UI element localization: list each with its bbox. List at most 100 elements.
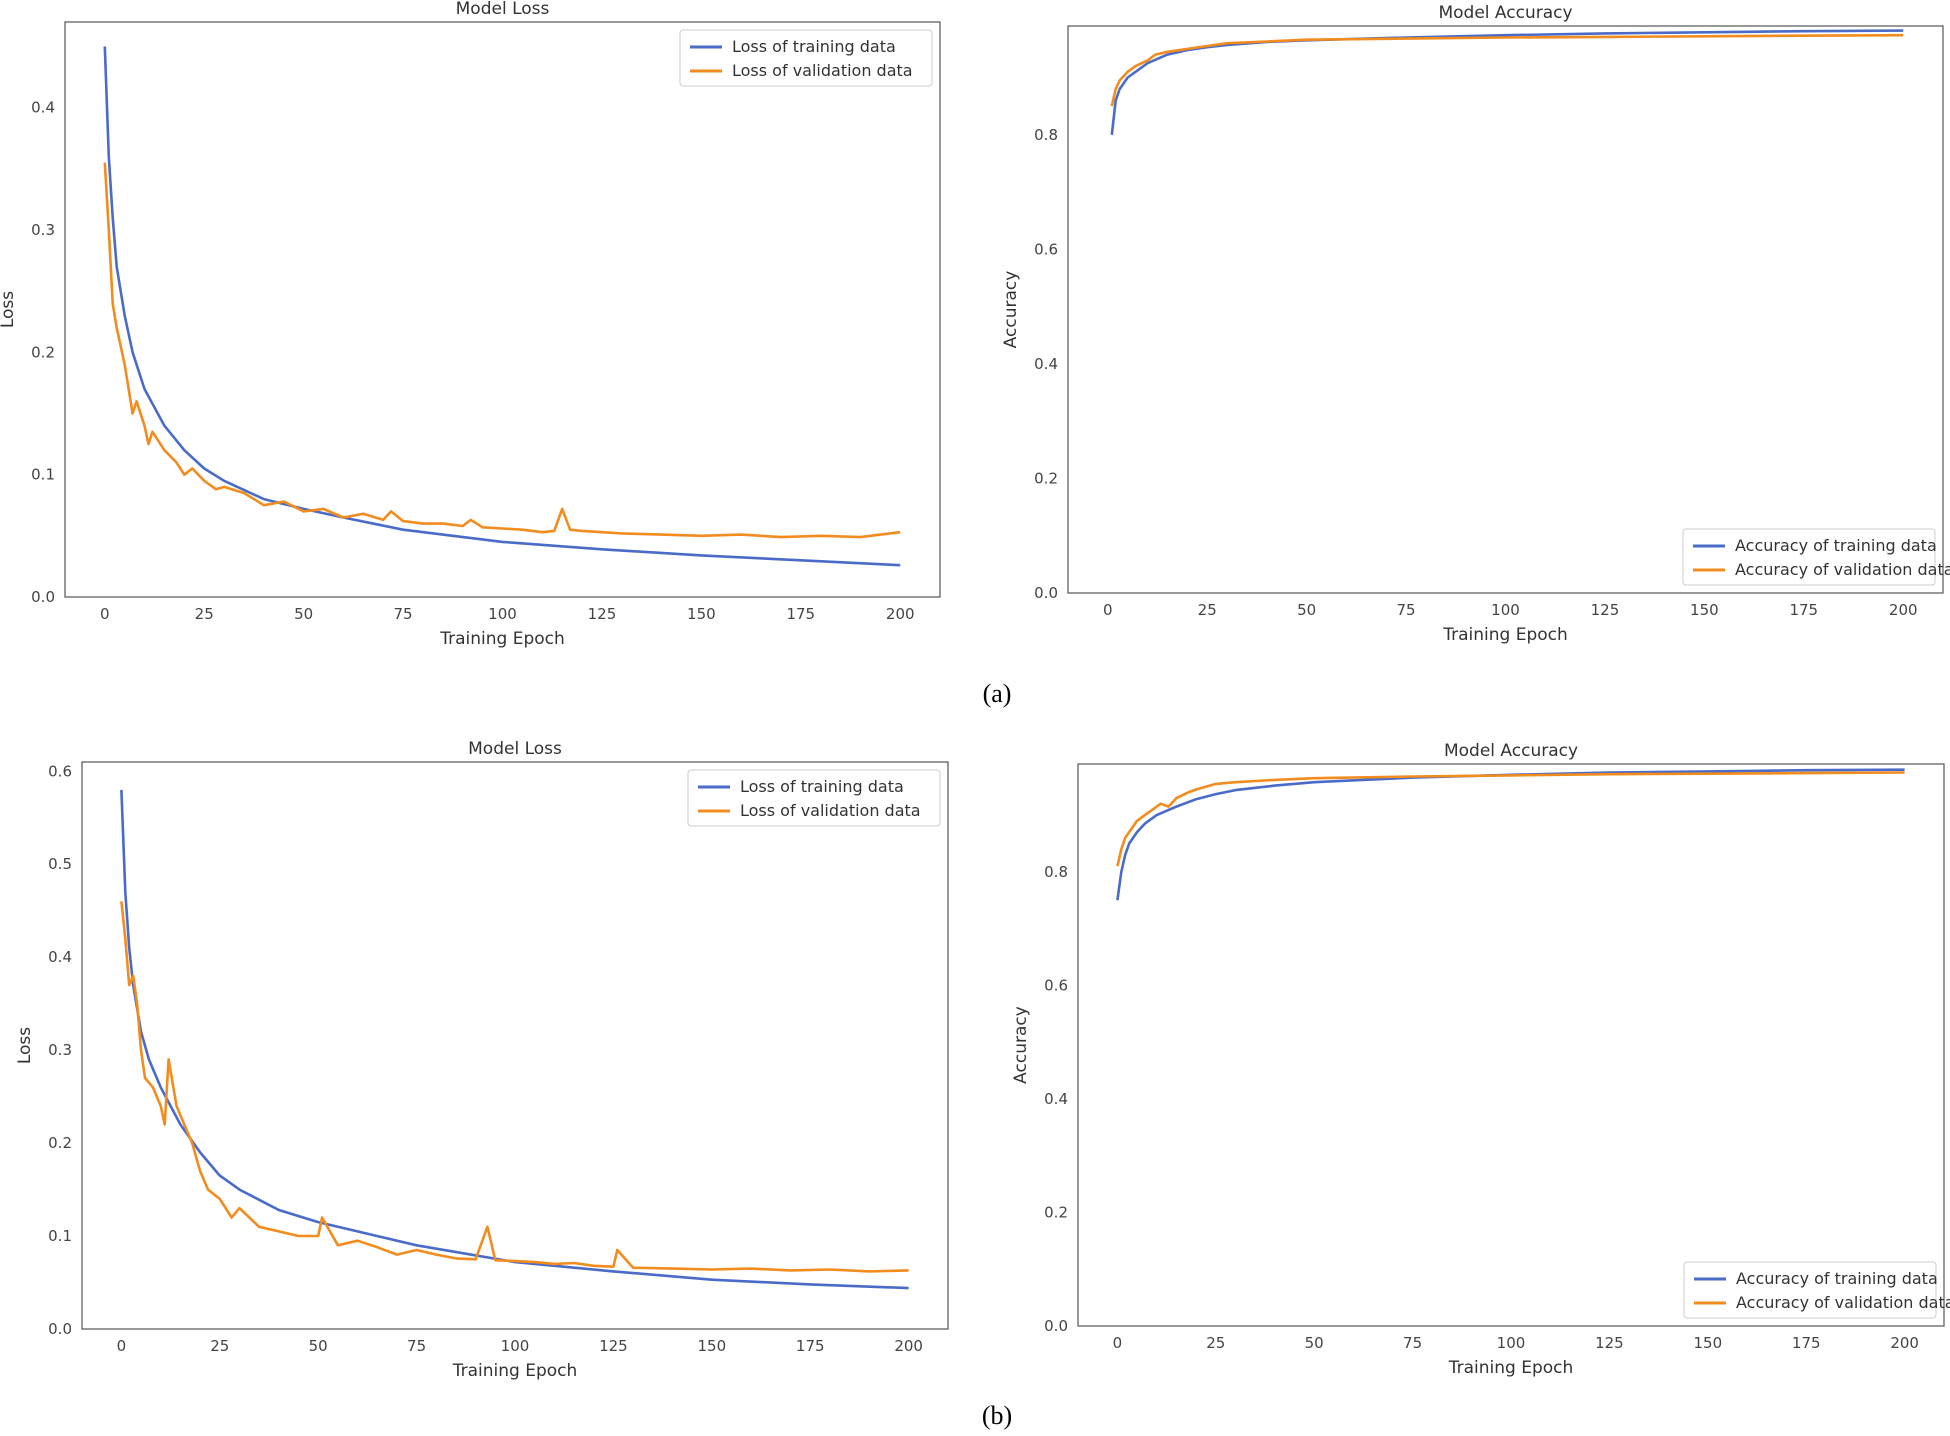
- chart-a-acc-xtick-label: 175: [1789, 601, 1818, 619]
- chart-b-loss-xtick-label: 125: [599, 1337, 628, 1355]
- chart-b-acc-legend-label: Accuracy of validation data: [1736, 1293, 1950, 1312]
- chart-a-loss-xlabel: Training Epoch: [439, 629, 565, 649]
- chart-a-accuracy: Model Accuracy Training Epoch Accuracy 0 25 5…: [1001, 3, 1950, 645]
- chart-b-accuracy: Model Accuracy Training Epoch Accuracy 0 25 5…: [1011, 741, 1950, 1378]
- chart-b-acc-xlabel: Training Epoch: [1448, 1358, 1574, 1378]
- chart-b-loss-xtick-label: 50: [309, 1337, 328, 1355]
- chart-b-acc-xtick-label: 75: [1403, 1334, 1422, 1352]
- chart-b-acc-ytick-label: 0.4: [1044, 1090, 1068, 1108]
- chart-b-loss-xtick-label: 175: [796, 1337, 825, 1355]
- chart-a-loss-ytick-label: 0.3: [31, 221, 55, 239]
- chart-a-loss-xtick-label: 175: [786, 605, 815, 623]
- chart-a-loss-xtick-label: 100: [488, 605, 517, 623]
- chart-b-acc-ytick-label: 0.6: [1044, 976, 1068, 994]
- chart-a-loss-ytick-label: 0.1: [31, 466, 55, 484]
- chart-a-acc-series-validation-line: [1110, 33, 1904, 107]
- chart-b-loss-xtick-label: 200: [894, 1337, 923, 1355]
- chart-a-loss-title: Model Loss: [456, 0, 550, 19]
- chart-a-acc-xtick-label: 100: [1491, 601, 1520, 619]
- chart-b-acc-plot-frame: [1077, 763, 1945, 1327]
- chart-a-acc-xtick-label: 25: [1198, 601, 1217, 619]
- chart-a-loss-legend: Loss of training data Loss of validation …: [679, 29, 933, 87]
- chart-b-loss-ytick-label: 0.3: [48, 1041, 72, 1059]
- chart-b-acc-ytick-label: 0.2: [1044, 1203, 1068, 1221]
- chart-b-loss-xtick-label: 0: [117, 1337, 127, 1355]
- chart-a-acc-ytick-label: 0.0: [1034, 584, 1058, 602]
- chart-a-acc-legend-box: [1682, 528, 1936, 586]
- caption-a: (a): [983, 679, 1012, 708]
- chart-a-loss-ytick-label: 0.2: [31, 343, 55, 361]
- chart-b-loss-series-validation-line: [120, 901, 909, 1273]
- chart-a-acc-ytick-label: 0.8: [1034, 126, 1058, 144]
- chart-a-acc-xtick-label: 0: [1103, 601, 1113, 619]
- chart-b-loss-ylabel: Loss: [15, 1027, 35, 1064]
- chart-b-acc-xtick-label: 100: [1497, 1334, 1526, 1352]
- chart-a-acc-ytick-label: 0.6: [1034, 240, 1058, 258]
- chart-a-loss-ytick-label: 0.4: [31, 99, 55, 117]
- chart-b-acc-series-training-line: [1116, 768, 1905, 901]
- chart-b-loss-ytick-label: 0.1: [48, 1227, 72, 1245]
- chart-b-acc-xtick-label: 125: [1595, 1334, 1624, 1352]
- chart-b-acc-title: Model Accuracy: [1444, 741, 1578, 761]
- chart-b-acc-xtick-label: 25: [1206, 1334, 1225, 1352]
- chart-b-acc-ylabel: Accuracy: [1011, 1006, 1031, 1084]
- chart-b-acc-series-validation-line: [1116, 771, 1905, 867]
- chart-a-acc-legend-label: Accuracy of validation data: [1735, 560, 1950, 579]
- chart-a-acc-legend-label: Accuracy of training data: [1735, 536, 1937, 555]
- chart-a-loss-ytick-label: 0.0: [31, 588, 55, 606]
- chart-b-loss-plot-frame: [81, 761, 949, 1330]
- chart-b-acc-legend-label: Accuracy of training data: [1736, 1269, 1938, 1288]
- chart-a-loss-legend-box: [679, 29, 933, 87]
- caption-b: (b): [982, 1401, 1012, 1430]
- chart-a-acc-xtick-label: 150: [1690, 601, 1719, 619]
- chart-a-loss: Model Loss Training Epoch Loss 0 25 50 75 100 12…: [0, 0, 941, 649]
- chart-a-loss-series-validation-line: [103, 162, 901, 539]
- chart-a-loss-legend-label: Loss of training data: [732, 37, 896, 56]
- chart-b-acc-xtick-label: 200: [1890, 1334, 1919, 1352]
- chart-a-loss-series-training-line: [103, 46, 901, 567]
- chart-a-loss-xtick-label: 0: [100, 605, 110, 623]
- chart-a-loss-xtick-label: 125: [588, 605, 617, 623]
- chart-b-loss-ytick-label: 0.6: [48, 762, 72, 780]
- chart-a-loss-plot-frame: [64, 21, 941, 598]
- chart-a-acc-ylabel: Accuracy: [1001, 271, 1021, 349]
- chart-a-acc-ytick-label: 0.4: [1034, 355, 1058, 373]
- chart-a-acc-xtick-label: 50: [1297, 601, 1316, 619]
- chart-b-loss: Model Loss Training Epoch Loss 0 25 50 75 100 12…: [15, 739, 949, 1381]
- chart-b-loss-xlabel: Training Epoch: [452, 1361, 578, 1381]
- chart-a-loss-xtick-label: 50: [294, 605, 313, 623]
- chart-a-acc-ytick-label: 0.2: [1034, 469, 1058, 487]
- chart-b-loss-ytick-label: 0.2: [48, 1134, 72, 1152]
- chart-b-acc-ytick-label: 0.8: [1044, 863, 1068, 881]
- chart-b-loss-legend-box: [687, 769, 941, 827]
- chart-b-loss-ytick-label: 0.5: [48, 855, 72, 873]
- chart-b-acc-xtick-label: 175: [1792, 1334, 1821, 1352]
- chart-b-acc-ytick-label: 0.0: [1044, 1317, 1068, 1335]
- chart-b-loss-legend: Loss of training data Loss of validation …: [687, 769, 941, 827]
- chart-b-loss-ytick-label: 0.0: [48, 1320, 72, 1338]
- chart-a-loss-legend-label: Loss of validation data: [732, 61, 913, 80]
- chart-b-loss-xtick-label: 100: [501, 1337, 530, 1355]
- chart-a-loss-ylabel: Loss: [0, 291, 18, 328]
- chart-a-loss-xtick-label: 25: [195, 605, 214, 623]
- chart-b-loss-xtick-label: 25: [210, 1337, 229, 1355]
- chart-a-acc-xtick-label: 75: [1397, 601, 1416, 619]
- chart-b-loss-legend-label: Loss of validation data: [740, 801, 921, 820]
- chart-a-loss-xtick-label: 200: [886, 605, 915, 623]
- chart-a-acc-plot-frame: [1067, 25, 1944, 594]
- chart-b-loss-legend-label: Loss of training data: [740, 777, 904, 796]
- chart-a-acc-xlabel: Training Epoch: [1442, 625, 1568, 645]
- chart-a-acc-xtick-label: 125: [1591, 601, 1620, 619]
- chart-b-acc-legend-box: [1683, 1261, 1937, 1319]
- chart-b-acc-xtick-label: 0: [1113, 1334, 1123, 1352]
- chart-b-acc-legend: Accuracy of training data Accuracy of val…: [1683, 1261, 1950, 1319]
- chart-a-loss-xtick-label: 75: [394, 605, 413, 623]
- chart-b-acc-xtick-label: 50: [1305, 1334, 1324, 1352]
- chart-a-loss-xtick-label: 150: [687, 605, 716, 623]
- chart-a-acc-title: Model Accuracy: [1438, 3, 1572, 23]
- chart-b-acc-xtick-label: 150: [1693, 1334, 1722, 1352]
- chart-b-loss-ytick-label: 0.4: [48, 948, 72, 966]
- chart-a-acc-xtick-label: 200: [1889, 601, 1918, 619]
- chart-b-loss-title: Model Loss: [468, 739, 562, 759]
